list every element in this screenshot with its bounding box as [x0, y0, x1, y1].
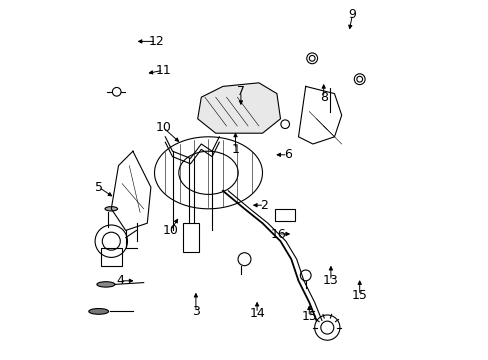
Text: 12: 12 [148, 35, 164, 48]
Text: 8: 8 [319, 91, 327, 104]
Text: 4: 4 [116, 274, 124, 287]
Text: 11: 11 [155, 64, 171, 77]
Text: 16: 16 [270, 228, 286, 240]
Text: 1: 1 [231, 143, 239, 156]
Text: 3: 3 [192, 305, 200, 318]
Ellipse shape [89, 309, 108, 314]
Text: 10: 10 [155, 121, 171, 134]
Text: 2: 2 [260, 199, 268, 212]
Ellipse shape [105, 207, 117, 211]
Text: 13: 13 [323, 274, 338, 287]
Text: 15: 15 [301, 310, 317, 323]
Ellipse shape [97, 282, 115, 287]
Text: 6: 6 [283, 148, 291, 161]
Text: 10: 10 [163, 224, 178, 237]
Bar [183, 223, 199, 252]
Bar [101, 248, 122, 266]
Polygon shape [197, 83, 280, 133]
Text: 5: 5 [95, 181, 102, 194]
Bar [275, 209, 294, 221]
Text: 9: 9 [348, 8, 356, 21]
Text: 14: 14 [249, 307, 264, 320]
Text: 15: 15 [351, 289, 367, 302]
Text: 7: 7 [236, 85, 244, 98]
